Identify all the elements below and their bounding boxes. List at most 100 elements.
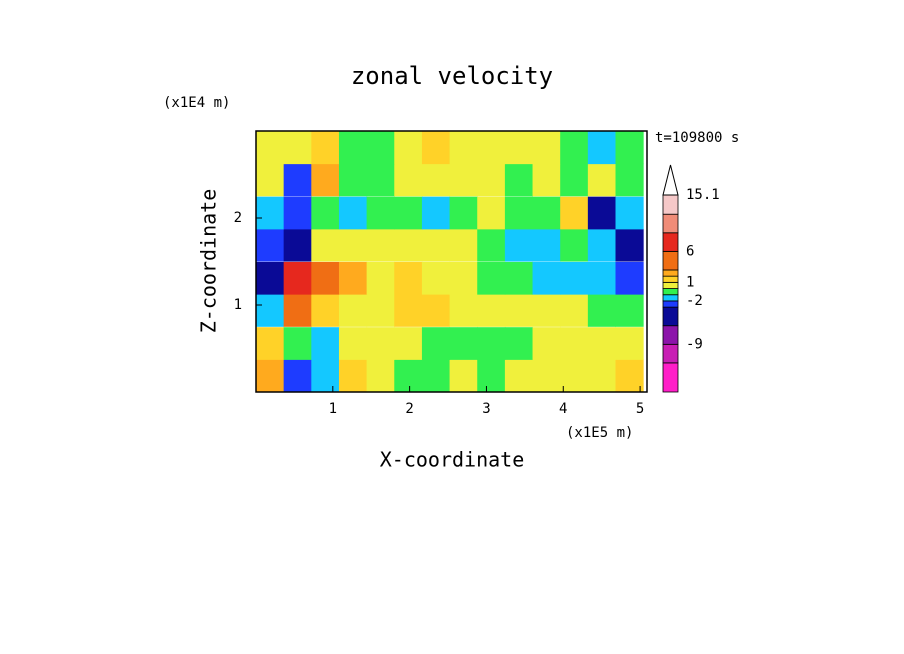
contour-cell [283, 163, 312, 197]
colorbar-label: -2 [686, 293, 703, 309]
contour-cell [366, 196, 395, 230]
contour-cell [504, 228, 534, 262]
axes: 1 2 3 4 5 1 2 15.1 6 1 -2 -9 [234, 130, 720, 417]
contour-cell [477, 294, 506, 327]
colorbar-box [662, 343, 679, 364]
contour-cell [283, 294, 312, 327]
contour-cell [532, 196, 561, 230]
contour-cell [587, 196, 617, 230]
contour-cell [615, 294, 644, 327]
contour-cell [338, 359, 368, 393]
contour-cell [477, 163, 506, 197]
contour-cell [283, 228, 312, 262]
contour-cell [560, 294, 589, 327]
colorbar-box [662, 325, 679, 345]
contour-cell [311, 261, 340, 295]
contour-cell [449, 228, 478, 262]
contour-cell [449, 131, 478, 165]
colorbar-box [662, 306, 679, 327]
contour-cell [615, 327, 644, 360]
contour-cell [560, 261, 589, 295]
x-tick-label: 5 [636, 401, 644, 417]
contour-cell [421, 196, 451, 230]
contour-cell [615, 131, 644, 165]
contour-cell [504, 261, 534, 295]
contour-cell [311, 163, 340, 197]
y-axis-label: Z-coordinate [197, 189, 221, 334]
contour-cell [394, 294, 423, 327]
x-tick-label: 2 [405, 401, 413, 417]
contour-cell [477, 359, 506, 393]
contour-cell [394, 359, 423, 393]
contour-cell [615, 196, 644, 230]
contour-cell [338, 327, 368, 360]
contour-cell [311, 294, 340, 327]
contour-cell [311, 196, 340, 230]
contour-cell [587, 131, 617, 165]
contour-cell [504, 359, 534, 393]
field [256, 131, 644, 393]
colorbar-box [662, 232, 679, 252]
contour-cell [532, 294, 561, 327]
contour-cell [560, 228, 589, 262]
contour-cell [532, 163, 561, 197]
contour-cell [394, 196, 423, 230]
contour-cell [256, 261, 285, 295]
contour-cell [587, 327, 617, 360]
contour-cell [560, 196, 589, 230]
colorbar-box [662, 300, 679, 308]
contour-cell [256, 294, 285, 327]
x-tick-label: 1 [329, 401, 337, 417]
contour-cell [421, 359, 451, 393]
colorbar-box [662, 288, 679, 296]
colorbar-box [662, 269, 679, 277]
contour-cell [421, 163, 451, 197]
contour-cell [615, 261, 644, 295]
contour-cell [560, 359, 589, 393]
contour-cell [421, 261, 451, 295]
contour-cell [532, 131, 561, 165]
contour-cell [421, 131, 451, 165]
contour-cell [366, 228, 395, 262]
colorbar-box [662, 281, 679, 289]
contour-cell [283, 327, 312, 360]
contour-cell [338, 163, 368, 197]
contour-cell [421, 327, 451, 360]
y-tick-label: 1 [234, 297, 242, 313]
contour-cell [256, 163, 285, 197]
y-unit: (x1E4 m) [163, 95, 230, 111]
contour-cell [587, 294, 617, 327]
contour-cell [394, 327, 423, 360]
x-tick-label: 4 [559, 401, 567, 417]
colorbar-box [662, 194, 679, 215]
contour-cell [283, 359, 312, 393]
contour-cell [366, 294, 395, 327]
contour-cell [366, 261, 395, 295]
colorbar-label: 15.1 [686, 187, 720, 203]
contour-cell [532, 261, 561, 295]
contour-cell [449, 359, 478, 393]
colorbar-box [662, 362, 679, 393]
contour-cell [256, 196, 285, 230]
contour-cell [366, 163, 395, 197]
contour-cell [532, 359, 561, 393]
colorbar-arrow [662, 164, 679, 196]
colorbar-label: 1 [686, 274, 694, 290]
contour-cell [477, 228, 506, 262]
contour-cell [560, 131, 589, 165]
contour-cell [449, 163, 478, 197]
contour-cell [338, 196, 368, 230]
x-axis-label: X-coordinate [380, 448, 525, 472]
contour-cell [256, 228, 285, 262]
contour-cell [504, 294, 534, 327]
contour-cell [283, 131, 312, 165]
contour-cell [587, 163, 617, 197]
x-tick-label: 3 [482, 401, 490, 417]
contour-cell [283, 261, 312, 295]
contour-cell [421, 228, 451, 262]
contour-cell [449, 196, 478, 230]
colorbar-box [662, 294, 679, 302]
contour-cell [311, 228, 340, 262]
contour-cell [587, 261, 617, 295]
